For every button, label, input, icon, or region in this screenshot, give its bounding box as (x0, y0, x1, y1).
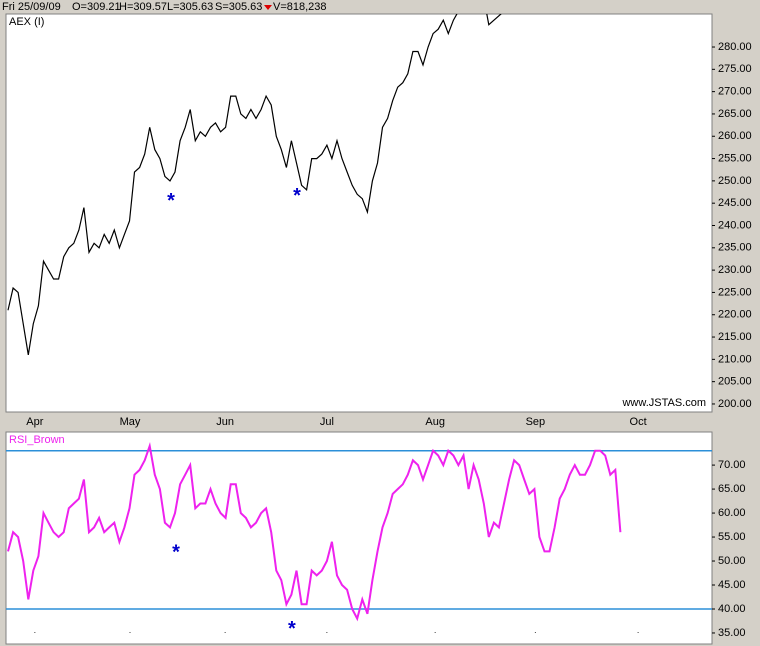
y-tick-label: 240.00 (718, 219, 752, 231)
watermark: www.JSTAS.com (621, 397, 706, 409)
x-tick-label: Oct (630, 416, 647, 428)
header-date: Fri 25/09/09 (2, 1, 61, 13)
y-tick-label: 260.00 (718, 130, 752, 142)
down-marker (264, 5, 272, 10)
annotation: * (288, 618, 296, 640)
series (7, 14, 502, 355)
header: Fri 25/09/09 O=309.21 H=309.57 L=305.63 … (2, 1, 327, 13)
price-panel (5, 13, 713, 413)
y-tick-label: 245.00 (718, 197, 752, 209)
y-tick-label: 200.00 (718, 398, 752, 410)
y-tick-label: 45.00 (718, 579, 746, 591)
header-close: S=305.63 (215, 1, 262, 13)
x-tick-label: Jun (216, 416, 234, 428)
header-high: H=309.57 (119, 1, 167, 13)
price-title: AEX (I) (9, 16, 44, 28)
y-tick-label: 230.00 (718, 264, 752, 276)
y-tick-label: 250.00 (718, 175, 752, 187)
y-tick-label: 205.00 (718, 376, 752, 388)
y-tick-label: 60.00 (718, 507, 746, 519)
y-tick-label: 220.00 (718, 309, 752, 321)
series-line (7, 14, 502, 355)
y-tick-label: 70.00 (718, 459, 746, 471)
annotation: * (167, 190, 175, 212)
y-tick-label: 65.00 (718, 483, 746, 495)
x-tick-label: Jul (320, 416, 334, 428)
rsi-title: RSI_Brown (9, 434, 65, 446)
y-tick-label: 215.00 (718, 331, 752, 343)
y-tick-label: 40.00 (718, 603, 746, 615)
y-tick-label: 265.00 (718, 108, 752, 120)
series-line (7, 441, 622, 622)
annotation: * (172, 541, 180, 563)
x-tick-label: Aug (425, 416, 445, 428)
series (7, 441, 622, 622)
y-tick-label: 270.00 (718, 86, 752, 98)
x-tick-label: May (120, 416, 141, 428)
header-volume: V=818,238 (273, 1, 327, 13)
header-low: L=305.63 (167, 1, 213, 13)
header-open: O=309.21 (72, 1, 121, 13)
y-tick-label: 275.00 (718, 63, 752, 75)
x-tick-label: Sep (526, 416, 546, 428)
y-tick-label: 280.00 (718, 41, 752, 53)
annotation: * (293, 185, 301, 207)
y-tick-label: 50.00 (718, 555, 746, 567)
y-tick-label: 235.00 (718, 242, 752, 254)
x-tick-label: Apr (26, 416, 43, 428)
y-tick-label: 225.00 (718, 286, 752, 298)
y-tick-label: 255.00 (718, 152, 752, 164)
y-tick-label: 35.00 (718, 627, 746, 639)
y-tick-label: 55.00 (718, 531, 746, 543)
y-tick-label: 210.00 (718, 353, 752, 365)
